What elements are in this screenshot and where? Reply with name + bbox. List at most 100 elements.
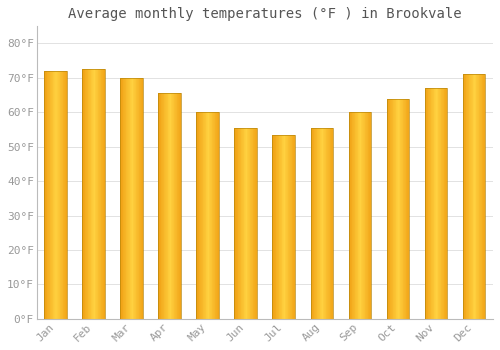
Bar [471, 75, 472, 319]
Bar [180, 93, 181, 319]
Bar [214, 112, 216, 319]
Bar [477, 75, 478, 319]
Bar [482, 75, 483, 319]
Bar [60, 71, 61, 319]
Bar [316, 128, 318, 319]
Bar [433, 88, 434, 319]
Bar [102, 69, 103, 319]
Bar [87, 69, 88, 319]
Bar [55, 71, 56, 319]
Bar [472, 75, 474, 319]
Bar [204, 112, 205, 319]
Bar [45, 71, 46, 319]
Bar [440, 88, 442, 319]
Bar [443, 88, 444, 319]
Bar [446, 88, 448, 319]
Bar [56, 71, 58, 319]
Bar [480, 75, 481, 319]
Bar [397, 99, 398, 319]
Bar [134, 78, 135, 319]
Bar [402, 99, 404, 319]
Bar [438, 88, 439, 319]
Bar [132, 78, 134, 319]
Bar [310, 128, 334, 319]
Bar [320, 128, 321, 319]
Bar [310, 128, 312, 319]
Bar [331, 128, 332, 319]
Bar [246, 128, 248, 319]
Bar [369, 112, 370, 319]
Bar [391, 99, 392, 319]
Bar [96, 69, 97, 319]
Bar [51, 71, 52, 319]
Bar [284, 135, 286, 319]
Bar [395, 99, 396, 319]
Bar [50, 71, 51, 319]
Bar [86, 69, 87, 319]
Bar [368, 112, 369, 319]
Bar [386, 99, 388, 319]
Bar [168, 93, 169, 319]
Bar [251, 128, 252, 319]
Bar [84, 69, 86, 319]
Bar [280, 135, 281, 319]
Bar [94, 69, 96, 319]
Bar [426, 88, 427, 319]
Bar [277, 135, 278, 319]
Bar [59, 71, 60, 319]
Bar [475, 75, 476, 319]
Bar [240, 128, 242, 319]
Bar [272, 135, 274, 319]
Bar [276, 135, 277, 319]
Bar [54, 71, 55, 319]
Bar [354, 112, 356, 319]
Bar [476, 75, 477, 319]
Bar [158, 93, 181, 319]
Bar [130, 78, 131, 319]
Bar [249, 128, 250, 319]
Bar [348, 112, 350, 319]
Bar [424, 88, 448, 319]
Bar [198, 112, 200, 319]
Bar [160, 93, 162, 319]
Bar [207, 112, 208, 319]
Bar [159, 93, 160, 319]
Bar [429, 88, 430, 319]
Bar [324, 128, 325, 319]
Bar [93, 69, 94, 319]
Bar [120, 78, 121, 319]
Bar [398, 99, 400, 319]
Bar [352, 112, 353, 319]
Bar [436, 88, 437, 319]
Bar [392, 99, 394, 319]
Bar [216, 112, 217, 319]
Bar [330, 128, 331, 319]
Bar [367, 112, 368, 319]
Bar [390, 99, 391, 319]
Bar [206, 112, 207, 319]
Bar [256, 128, 258, 319]
Bar [178, 93, 179, 319]
Bar [98, 69, 99, 319]
Bar [99, 69, 100, 319]
Bar [162, 93, 163, 319]
Bar [238, 128, 239, 319]
Bar [141, 78, 142, 319]
Bar [252, 128, 254, 319]
Bar [170, 93, 172, 319]
Bar [169, 93, 170, 319]
Bar [248, 128, 249, 319]
Bar [242, 128, 243, 319]
Bar [400, 99, 401, 319]
Bar [406, 99, 407, 319]
Bar [234, 128, 258, 319]
Bar [274, 135, 275, 319]
Bar [65, 71, 66, 319]
Bar [167, 93, 168, 319]
Bar [481, 75, 482, 319]
Bar [172, 93, 173, 319]
Bar [100, 69, 102, 319]
Bar [44, 71, 45, 319]
Bar [315, 128, 316, 319]
Bar [483, 75, 484, 319]
